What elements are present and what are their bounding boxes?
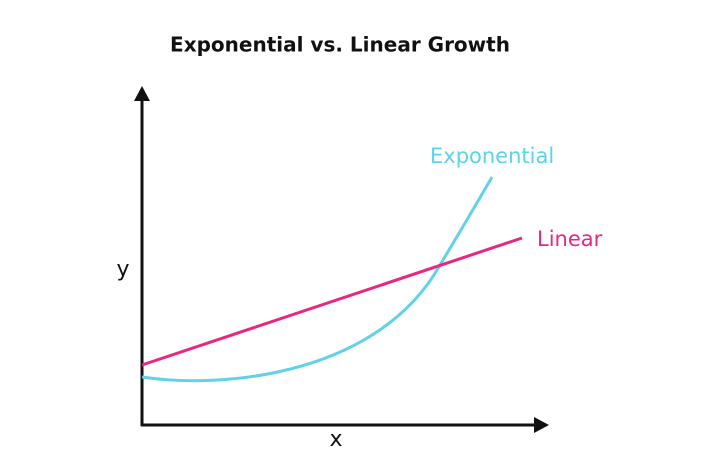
y-axis-arrow [134, 86, 150, 101]
linear-line [141, 236, 523, 367]
x-axis-label: x [329, 427, 342, 452]
linear-label: Linear [537, 227, 603, 251]
x-axis-arrow [534, 417, 549, 433]
title: Exponential vs. Linear Growth [170, 33, 510, 57]
y-axis-label: y [116, 257, 129, 282]
exponential-curve [141, 176, 494, 383]
exponential-label: Exponential [430, 144, 554, 168]
